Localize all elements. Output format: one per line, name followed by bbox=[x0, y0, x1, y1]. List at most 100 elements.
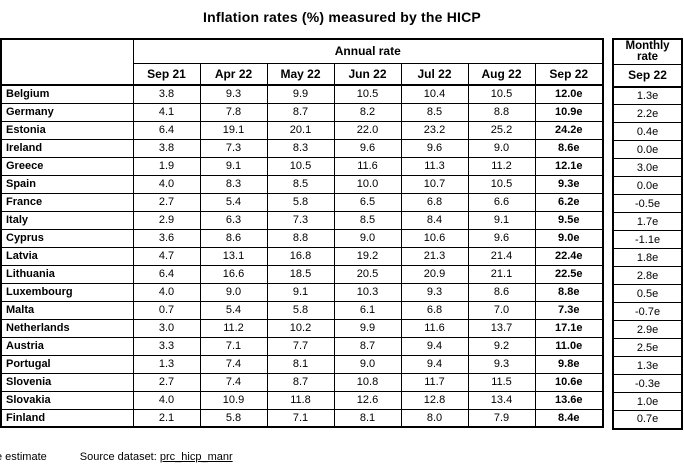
annual-rate-value: 10.5 bbox=[266, 156, 335, 176]
annual-rate-value: 19.2 bbox=[333, 246, 402, 266]
annual-rate-value: 7.0 bbox=[467, 300, 536, 320]
annual-rate-value: 21.1 bbox=[467, 264, 536, 284]
annual-rate-value: 8.7 bbox=[266, 372, 335, 392]
monthly-column-header: Sep 22 bbox=[612, 64, 683, 88]
annual-rate-value: 11.6 bbox=[400, 318, 469, 338]
annual-rate-value: 10.2 bbox=[266, 318, 335, 338]
annual-rate-value: 10.6 bbox=[400, 228, 469, 248]
annual-rate-value: 10.7 bbox=[400, 174, 469, 194]
annual-rate-value: 7.3 bbox=[199, 138, 268, 158]
annual-table-body: Belgium 3.8 9.3 9.9 10.5 10.4 10.5 12.0e Germany… bbox=[0, 84, 604, 428]
table-row: Portugal 1.3 7.4 8.1 9.0 9.4 9.3 9.8e bbox=[0, 354, 604, 374]
table-row: Finland 2.1 5.8 7.1 8.1 8.0 7.9 8.4e bbox=[0, 408, 604, 428]
annual-rate-value: 9.0 bbox=[199, 282, 268, 302]
annual-rate-value: 9.0e bbox=[534, 228, 604, 248]
annual-rate-value: 9.6 bbox=[400, 138, 469, 158]
annual-rate-value: 9.3e bbox=[534, 174, 604, 194]
table-row: Austria 3.3 7.1 7.7 8.7 9.4 9.2 11.0e bbox=[0, 336, 604, 356]
monthly-rate-value: 2.5e bbox=[612, 338, 683, 357]
annual-rate-value: 10.5 bbox=[467, 84, 536, 104]
annual-rate-value: 8.0 bbox=[400, 408, 469, 428]
estimate-note: e estimate bbox=[0, 451, 47, 463]
table-row-monthly: -0.7e bbox=[612, 302, 683, 321]
column-header-sep-22: Sep 22 bbox=[534, 62, 604, 86]
table-row-monthly: 0.0e bbox=[612, 176, 683, 195]
annual-rate-value: 24.2e bbox=[534, 120, 604, 140]
monthly-rate-table: Monthly rate Sep 22 1.3e 2.2e 0.4e 0.0e 3.0e… bbox=[612, 38, 684, 430]
annual-rate-value: 16.8 bbox=[266, 246, 335, 266]
annual-rate-value: 4.0 bbox=[132, 282, 201, 302]
table-row: Germany 4.1 7.8 8.7 8.2 8.5 8.8 10.9e bbox=[0, 102, 604, 122]
annual-rate-value: 7.7 bbox=[266, 336, 335, 356]
column-header-sep-21: Sep 21 bbox=[132, 62, 201, 86]
annual-rate-value: 6.6 bbox=[467, 192, 536, 212]
annual-rate-value: 10.9 bbox=[199, 390, 268, 410]
footer: e estimate Source dataset: prc_hicp_manr bbox=[0, 451, 233, 463]
country-label: Belgium bbox=[0, 84, 134, 104]
annual-rate-value: 8.1 bbox=[333, 408, 402, 428]
country-label: Greece bbox=[0, 156, 134, 176]
annual-rate-value: 10.5 bbox=[333, 84, 402, 104]
annual-rate-value: 10.8 bbox=[333, 372, 402, 392]
monthly-rate-value: 1.3e bbox=[612, 356, 683, 375]
annual-rate-value: 18.5 bbox=[266, 264, 335, 284]
annual-rate-value: 6.8 bbox=[400, 192, 469, 212]
table-row: Ireland 3.8 7.3 8.3 9.6 9.6 9.0 8.6e bbox=[0, 138, 604, 158]
annual-rate-value: 6.8 bbox=[400, 300, 469, 320]
table-row: Cyprus 3.6 8.6 8.8 9.0 10.6 9.6 9.0e bbox=[0, 228, 604, 248]
column-header-jul-22: Jul 22 bbox=[400, 62, 469, 86]
annual-rate-value: 11.2 bbox=[467, 156, 536, 176]
annual-rate-value: 21.4 bbox=[467, 246, 536, 266]
annual-rate-value: 11.7 bbox=[400, 372, 469, 392]
annual-rate-value: 10.4 bbox=[400, 84, 469, 104]
annual-rate-value: 8.5 bbox=[333, 210, 402, 230]
annual-rate-value: 9.3 bbox=[199, 84, 268, 104]
annual-rate-value: 12.6 bbox=[333, 390, 402, 410]
country-label: Netherlands bbox=[0, 318, 134, 338]
annual-rate-value: 3.6 bbox=[132, 228, 201, 248]
annual-rate-value: 6.4 bbox=[132, 264, 201, 284]
page-title: Inflation rates (%) measured by the HICP bbox=[203, 9, 481, 25]
annual-rate-value: 8.7 bbox=[333, 336, 402, 356]
annual-rate-value: 4.7 bbox=[132, 246, 201, 266]
annual-rate-value: 2.1 bbox=[132, 408, 201, 428]
annual-rate-value: 8.5 bbox=[400, 102, 469, 122]
table-row-monthly: 0.5e bbox=[612, 284, 683, 303]
annual-rate-value: 3.8 bbox=[132, 138, 201, 158]
annual-rate-value: 20.1 bbox=[266, 120, 335, 140]
monthly-rate-group-header: Monthly rate bbox=[612, 38, 683, 65]
monthly-rate-value: 2.9e bbox=[612, 320, 683, 339]
annual-rate-value: 10.9e bbox=[534, 102, 604, 122]
monthly-rate-value: 1.0e bbox=[612, 392, 683, 411]
annual-rate-value: 20.5 bbox=[333, 264, 402, 284]
annual-rate-value: 9.3 bbox=[467, 354, 536, 374]
annual-rate-value: 7.3e bbox=[534, 300, 604, 320]
monthly-rate-value: 1.3e bbox=[612, 86, 683, 105]
annual-rate-value: 22.0 bbox=[333, 120, 402, 140]
annual-rate-value: 21.3 bbox=[400, 246, 469, 266]
annual-rate-value: 13.6e bbox=[534, 390, 604, 410]
monthly-rate-value: -0.3e bbox=[612, 374, 683, 393]
country-label: Latvia bbox=[0, 246, 134, 266]
source-dataset-link[interactable]: prc_hicp_manr bbox=[159, 451, 233, 463]
annual-rate-value: 5.8 bbox=[199, 408, 268, 428]
annual-rate-value: 3.0 bbox=[132, 318, 201, 338]
monthly-rate-value: 1.7e bbox=[612, 212, 683, 231]
annual-rate-value: 25.2 bbox=[467, 120, 536, 140]
annual-rate-value: 13.4 bbox=[467, 390, 536, 410]
table-row-monthly: 3.0e bbox=[612, 158, 683, 177]
annual-rate-value: 11.6 bbox=[333, 156, 402, 176]
monthly-rate-value: 2.8e bbox=[612, 266, 683, 285]
annual-rate-value: 6.4 bbox=[132, 120, 201, 140]
annual-rate-value: 5.4 bbox=[199, 300, 268, 320]
annual-rate-value: 11.5 bbox=[467, 372, 536, 392]
column-header-jun-22: Jun 22 bbox=[333, 62, 402, 86]
annual-rate-value: 23.2 bbox=[400, 120, 469, 140]
annual-rate-value: 6.3 bbox=[199, 210, 268, 230]
table-row-monthly: 0.7e bbox=[612, 410, 683, 429]
annual-rate-value: 11.3 bbox=[400, 156, 469, 176]
table-row: Slovakia 4.0 10.9 11.8 12.6 12.8 13.4 13.6e bbox=[0, 390, 604, 410]
source-dataset-label: Source dataset: bbox=[79, 451, 157, 463]
annual-rate-value: 8.8 bbox=[266, 228, 335, 248]
annual-rate-value: 9.1 bbox=[266, 282, 335, 302]
